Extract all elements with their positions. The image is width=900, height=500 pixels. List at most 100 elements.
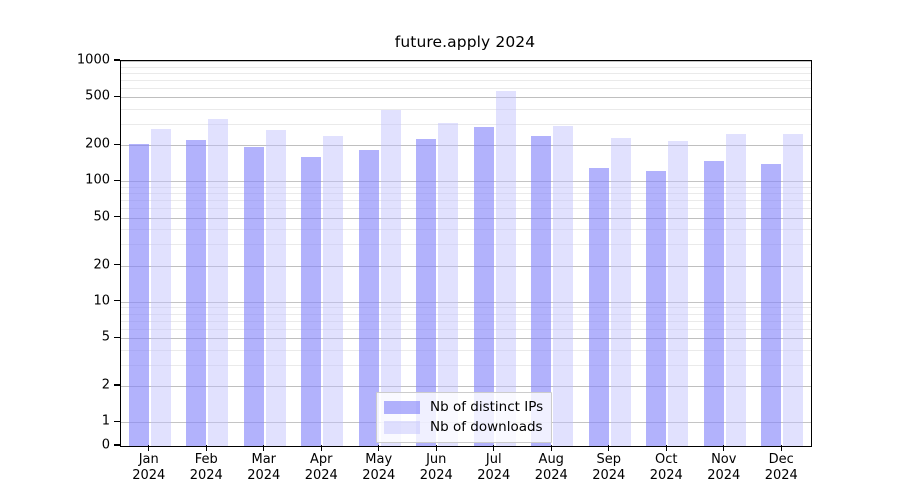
x-axis-tick-mark xyxy=(608,445,610,451)
x-axis-tick-year: 2024 xyxy=(592,468,626,483)
gridline-minor xyxy=(121,244,811,246)
x-axis-tick-mark xyxy=(780,445,782,451)
bar-downloads xyxy=(208,119,229,446)
bar-downloads xyxy=(150,128,171,446)
gridline-minor xyxy=(121,200,811,202)
x-axis-tick-mark xyxy=(378,445,380,451)
y-axis-tick-mark xyxy=(114,216,120,218)
bar-distinct-ips xyxy=(186,140,207,446)
y-axis-tick-mark xyxy=(114,95,120,97)
y-axis-tick-marks xyxy=(114,59,121,446)
x-axis-tick-month: Nov xyxy=(711,452,737,467)
y-axis-tick-mark xyxy=(114,264,120,266)
y-axis-tick-mark xyxy=(114,143,120,145)
y-axis-tick-label: 0 xyxy=(101,437,110,453)
gridline-major xyxy=(121,217,811,219)
gridline-minor xyxy=(121,193,811,195)
y-axis-tick-mark xyxy=(114,444,120,446)
x-axis-tick-month: Apr xyxy=(310,452,333,467)
x-axis-tick-year: 2024 xyxy=(534,468,568,483)
gridline-minor xyxy=(121,313,811,315)
bar-distinct-ips xyxy=(761,163,782,446)
y-axis-tick-label: 500 xyxy=(85,88,110,104)
bar-downloads xyxy=(783,133,804,446)
gridline-minor xyxy=(121,108,811,110)
bar-distinct-ips xyxy=(416,139,437,446)
y-axis-tick-label: 1000 xyxy=(76,52,110,68)
x-axis-tick-mark xyxy=(550,445,552,451)
grid-lines xyxy=(121,61,811,446)
y-axis-tick-label: 50 xyxy=(93,209,110,225)
x-axis-tick-month: May xyxy=(365,452,393,467)
x-axis-tick-year: 2024 xyxy=(247,468,281,483)
bar-downloads xyxy=(610,137,631,446)
x-axis-tick-label: Jun 2024 xyxy=(420,452,453,484)
gridline-major xyxy=(121,181,811,183)
y-axis-tick-mark xyxy=(114,420,120,422)
x-axis-tick-year: 2024 xyxy=(477,468,511,483)
x-axis-tick-month: Feb xyxy=(194,452,218,467)
bar-downloads xyxy=(265,130,286,446)
x-axis-tick-year: 2024 xyxy=(132,468,166,483)
chart-legend: Nb of distinct IPs Nb of downloads xyxy=(376,392,553,443)
gridline-minor xyxy=(121,307,811,309)
bar-downloads xyxy=(495,91,516,446)
x-axis-tick-label: Apr 2024 xyxy=(305,452,338,484)
x-axis-tick-month: Aug xyxy=(538,452,564,467)
bar-distinct-ips xyxy=(531,135,552,446)
chart-title: future.apply 2024 xyxy=(394,33,536,51)
gridline-major xyxy=(121,145,811,147)
gridline-minor xyxy=(121,364,811,366)
legend-swatch-icon-downloads xyxy=(384,420,420,434)
gridline-minor xyxy=(121,208,811,210)
y-axis-tick-label: 10 xyxy=(93,293,110,309)
x-axis-tick-label: May 2024 xyxy=(362,452,395,484)
x-axis-tick-label: Nov 2024 xyxy=(707,452,740,484)
x-axis-tick-year: 2024 xyxy=(649,468,683,483)
y-axis-tick-mark xyxy=(114,384,120,386)
bar-distinct-ips xyxy=(128,143,149,446)
bar-distinct-ips xyxy=(646,171,667,446)
plot-area xyxy=(120,60,812,447)
y-axis-tick-mark xyxy=(114,179,120,182)
x-axis-tick-month: Mar xyxy=(251,452,277,467)
x-axis-tick-mark xyxy=(493,445,495,451)
gridline-major xyxy=(121,386,811,388)
bar-distinct-ips xyxy=(243,147,264,446)
x-axis-tick-year: 2024 xyxy=(707,468,741,483)
gridline-minor xyxy=(121,186,811,188)
x-axis-tick-month: Jul xyxy=(485,452,502,467)
legend-label-distinct-ips: Nb of distinct IPs xyxy=(430,399,544,415)
x-axis-tick-year: 2024 xyxy=(764,468,798,483)
gridline-major xyxy=(121,301,811,303)
x-axis-tick-month: Sep xyxy=(596,452,621,467)
x-axis-tick-label: Dec 2024 xyxy=(765,452,798,484)
x-axis-tick-label: Mar 2024 xyxy=(247,452,280,484)
x-axis-tick-label: Jan 2024 xyxy=(132,452,165,484)
y-axis-tick-labels: 0 1 2 5 10 20 50 100 200 500 1000 xyxy=(52,53,110,453)
x-axis-tick-label: Oct 2024 xyxy=(650,452,683,484)
x-axis-tick-month: Jan xyxy=(138,452,159,467)
x-axis-tick-mark xyxy=(665,445,667,451)
gridline-minor xyxy=(121,229,811,231)
bar-distinct-ips xyxy=(358,149,379,446)
legend-item-distinct-ips: Nb of distinct IPs xyxy=(384,397,543,417)
gridline-major xyxy=(121,61,811,62)
y-axis-tick-label: 2 xyxy=(101,377,110,393)
bar-downloads xyxy=(380,110,401,446)
legend-swatch-icon-distinct-ips xyxy=(384,400,420,414)
x-axis-tick-label: Aug 2024 xyxy=(535,452,568,484)
bar-downloads xyxy=(323,135,344,446)
gridline-major xyxy=(121,338,811,340)
gridline-minor xyxy=(121,72,811,74)
x-axis-tick-month: Jun xyxy=(426,452,447,467)
y-axis-tick-label: 200 xyxy=(85,136,110,152)
x-axis-tick-label: Sep 2024 xyxy=(592,452,625,484)
gridline-minor xyxy=(121,349,811,351)
gridline-major xyxy=(121,97,811,99)
x-axis-tick-year: 2024 xyxy=(362,468,396,483)
bar-distinct-ips xyxy=(473,126,494,446)
y-axis-tick-label: 1 xyxy=(101,413,110,429)
y-axis-tick-mark xyxy=(114,300,120,302)
